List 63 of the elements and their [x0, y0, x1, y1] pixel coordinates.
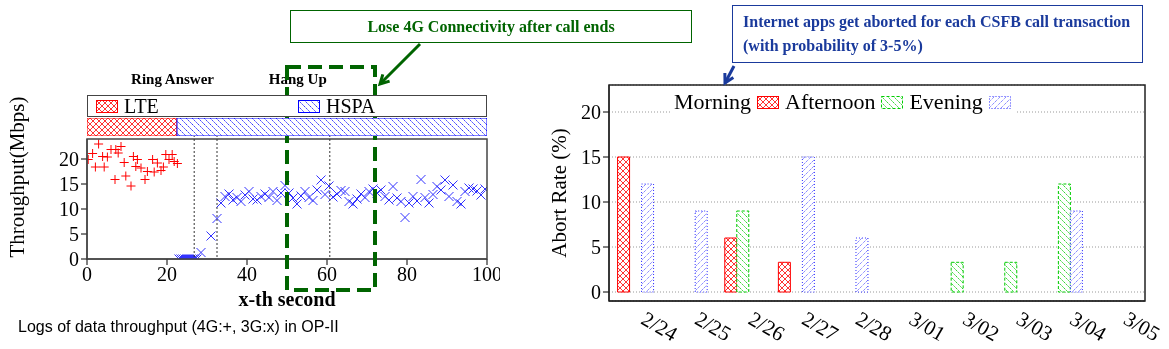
point	[93, 139, 104, 149]
x-tick-label: 2/26	[744, 306, 789, 346]
point	[87, 148, 98, 159]
x-axis-title: x-th second	[238, 288, 336, 310]
point	[116, 141, 126, 152]
point	[90, 162, 101, 172]
bar	[777, 261, 791, 293]
point	[102, 152, 113, 162]
bar	[1004, 261, 1018, 293]
y-tick-label: 10	[581, 191, 601, 214]
point	[130, 161, 141, 172]
point	[140, 174, 150, 185]
point	[120, 171, 131, 181]
x-tick-label: 2/27	[798, 306, 843, 346]
legend-label: Afternoon	[785, 89, 876, 115]
x-tick-label: 20	[157, 263, 177, 286]
legend-label: Morning	[674, 89, 751, 115]
x-tick-label: 60	[317, 263, 337, 286]
x-tick-label: 2/24	[637, 306, 683, 347]
bar	[694, 210, 708, 293]
y-tick-label: 20	[59, 148, 79, 171]
point	[132, 154, 143, 165]
legend-label: HSPA	[326, 94, 376, 118]
bar	[724, 237, 738, 293]
x-tick-label: 2/25	[690, 306, 736, 346]
point	[126, 181, 136, 191]
x-tick-label: 3/03	[1012, 306, 1057, 346]
bar	[950, 261, 964, 293]
y-tick-label: 0	[69, 248, 79, 271]
point	[119, 157, 130, 168]
y-tick-label: 5	[591, 236, 601, 259]
ref-line-label: Ring Answer	[131, 71, 215, 87]
text: Logs of data throughput (4G:+, 3G:x) in OP-II	[18, 318, 339, 336]
x-tick-label: 2/28	[851, 306, 897, 346]
bar	[1069, 210, 1083, 293]
y-tick-label: 20	[581, 101, 601, 124]
x-tick-label: 40	[237, 263, 257, 286]
x-tick-label: 80	[397, 263, 417, 286]
legend-label: LTE	[124, 94, 159, 118]
legend-label: Evening	[909, 89, 983, 115]
point	[99, 162, 110, 172]
x-tick-label: 3/02	[958, 306, 1004, 346]
point	[110, 174, 120, 185]
y-tick-label: 10	[59, 198, 79, 221]
y-tick-label: 15	[59, 173, 79, 196]
ref-line-label: Hang Up	[268, 71, 327, 87]
bar	[855, 237, 869, 293]
text: Lose 4G Connectivity after call ends	[290, 10, 692, 43]
bar	[736, 210, 750, 293]
point	[149, 167, 160, 177]
bar	[617, 156, 631, 293]
y-axis-title: Abort Rate (%)	[547, 128, 571, 258]
y-tick-label: 5	[69, 223, 79, 246]
x-tick-label: 3/04	[1066, 306, 1111, 347]
bar	[1057, 183, 1071, 293]
text: Internet apps get aborted for each CSFB call transaction (with probability of 3-5%)	[732, 5, 1143, 63]
y-tick-label: 0	[591, 281, 601, 304]
y-tick-label: 15	[581, 146, 601, 169]
bar	[641, 183, 655, 293]
bar	[801, 156, 815, 293]
x-tick-label: 3/05	[1119, 306, 1165, 346]
y-axis-title: Throughput(Mbps)	[5, 96, 29, 258]
x-tick-label: 3/01	[905, 306, 950, 346]
